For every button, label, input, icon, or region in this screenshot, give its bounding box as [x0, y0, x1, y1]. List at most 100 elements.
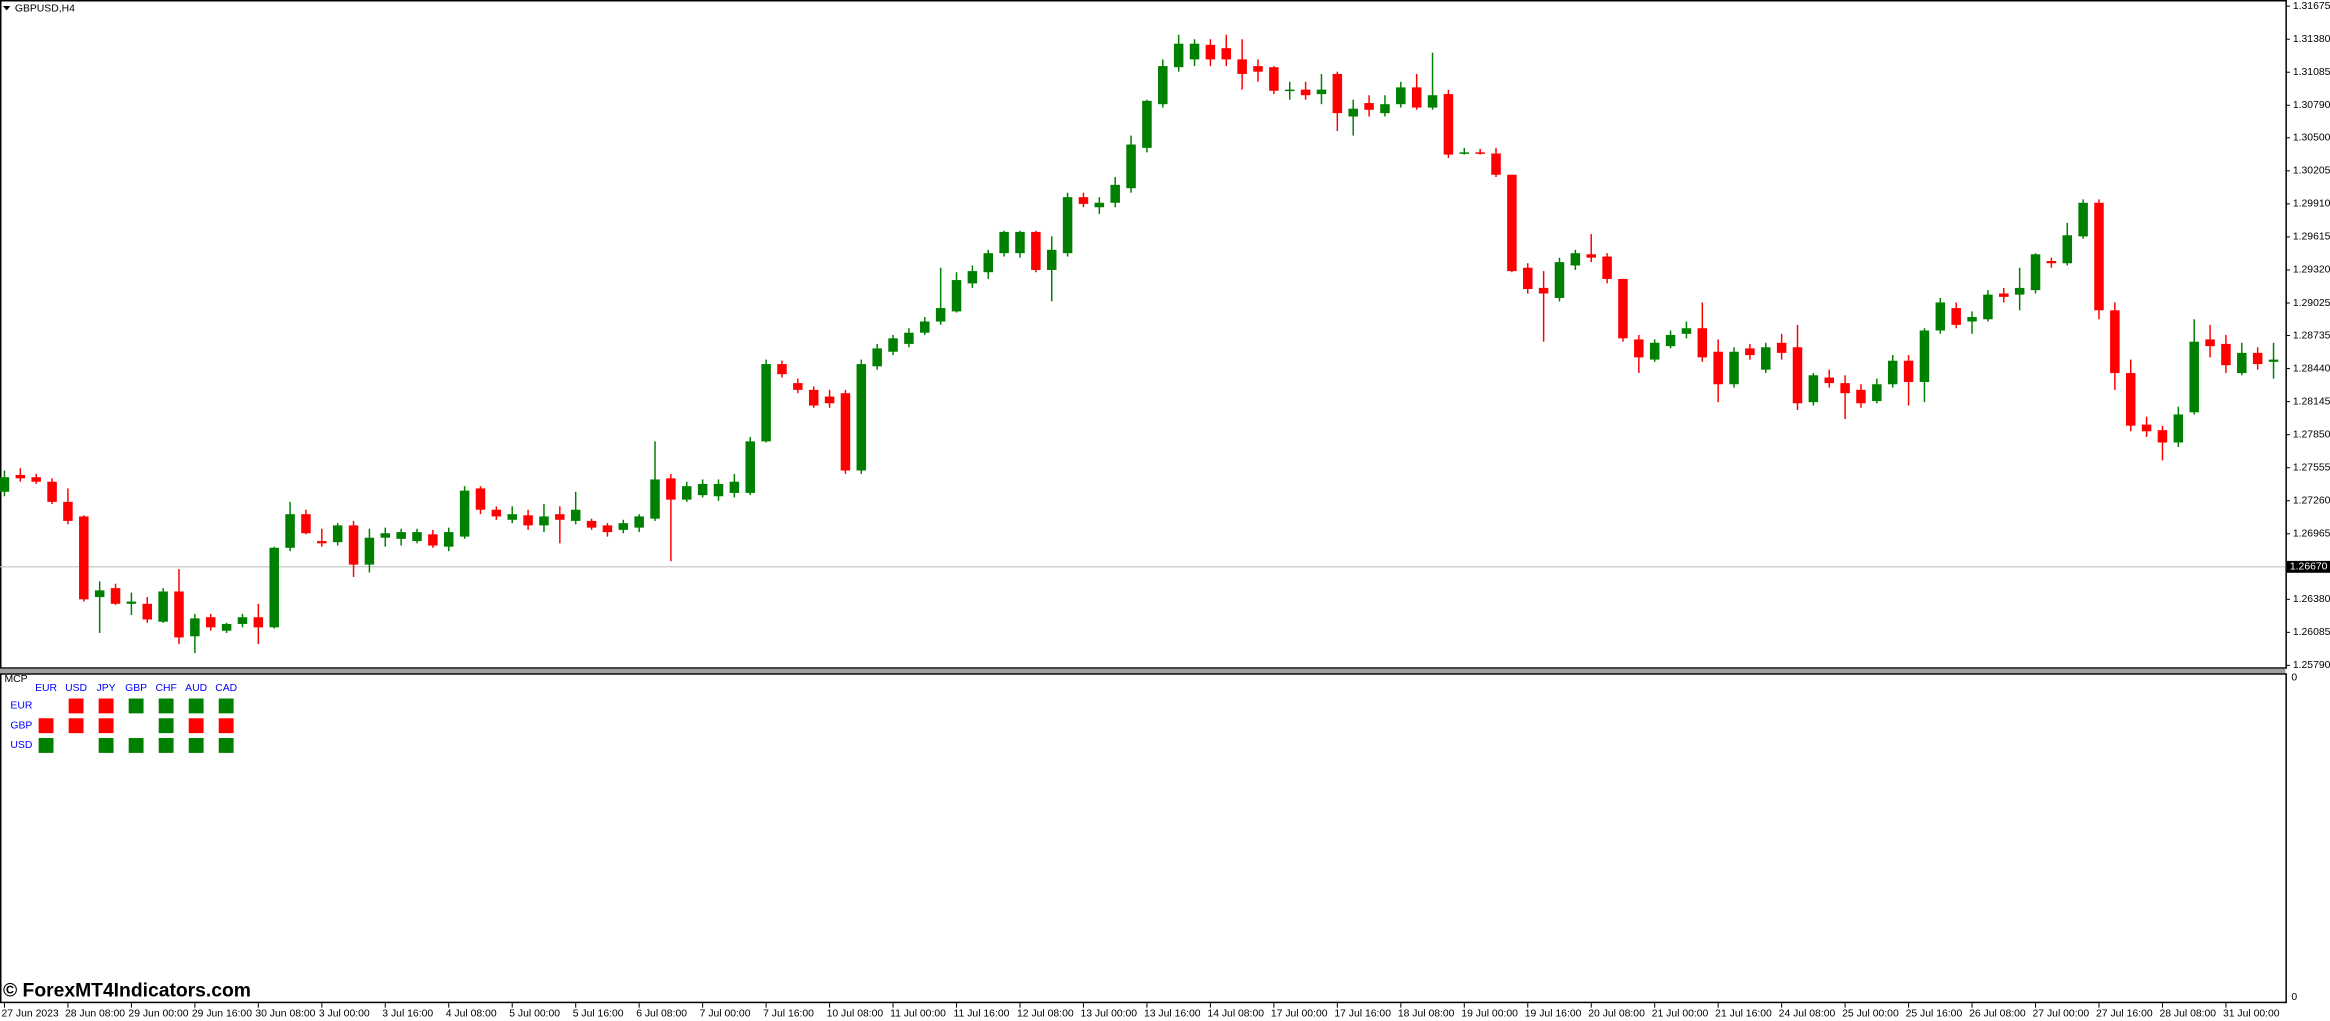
signal-cell	[188, 738, 204, 753]
candle-body	[459, 490, 470, 537]
candle-body	[1237, 59, 1247, 74]
x-tick-label: 28 Jun 08:00	[65, 1008, 125, 1019]
candle-body	[824, 396, 835, 404]
candle-body	[1856, 389, 1866, 404]
candle-body	[920, 321, 930, 333]
candle-body	[602, 525, 613, 533]
candle-body	[1903, 360, 1914, 382]
signal-cell	[218, 718, 234, 734]
x-tick-label: 19 Jul 16:00	[1525, 1008, 1582, 1019]
candle-body	[1046, 249, 1057, 270]
y-tick-label: 1.28145	[2293, 396, 2330, 407]
candle-body	[2252, 352, 2263, 365]
candle-body	[872, 348, 882, 367]
candle-body	[1538, 287, 1549, 294]
x-tick-label: 5 Jul 16:00	[573, 1008, 624, 1019]
candle-body	[1142, 100, 1152, 148]
candle-body	[793, 383, 803, 390]
candle-body	[1126, 144, 1136, 189]
candle-body	[1919, 330, 1930, 382]
menu-triangle[interactable]	[2, 5, 11, 11]
candle-body	[904, 332, 914, 344]
candle-body	[1824, 377, 1834, 384]
candle-body	[2094, 202, 2104, 311]
y-tick-label: 1.29910	[2293, 199, 2330, 210]
candle-body	[1808, 375, 1819, 403]
candle-body	[1459, 152, 1470, 154]
y-tick-label: 1.27260	[2293, 495, 2330, 506]
y-tick-label: 1.25790	[2293, 660, 2330, 671]
candle-body	[126, 601, 137, 604]
candle-body	[253, 617, 264, 628]
x-tick-label: 7 Jul 00:00	[700, 1008, 751, 1019]
x-tick-label: 3 Jul 16:00	[382, 1008, 433, 1019]
candle-body	[317, 541, 327, 544]
indicator-title: MCP	[4, 674, 27, 685]
candle-body	[856, 364, 867, 471]
candle-body	[2173, 414, 2184, 443]
candle-body	[1887, 360, 1898, 385]
candle-body	[682, 486, 692, 500]
x-tick-label: 27 Jul 16:00	[2096, 1008, 2153, 1019]
candle-body	[2141, 424, 2152, 432]
x-tick-label: 6 Jul 08:00	[636, 1008, 687, 1019]
candle-body	[1507, 174, 1517, 272]
x-tick-label: 13 Jul 16:00	[1144, 1008, 1201, 1019]
x-tick-label: 12 Jul 08:00	[1017, 1008, 1074, 1019]
main-frame	[0, 0, 2287, 669]
candle-body	[777, 364, 787, 375]
signal-cell	[68, 698, 84, 714]
y-tick-label: 1.30205	[2293, 166, 2330, 177]
candle-body	[1649, 342, 1660, 360]
y-tick-label: 1.28440	[2293, 363, 2330, 374]
x-tick-label: 31 Jul 00:00	[2223, 1008, 2280, 1019]
candle-body	[1173, 43, 1184, 68]
x-tick-label: 3 Jul 00:00	[319, 1008, 370, 1019]
candle-body	[745, 441, 755, 493]
x-tick-label: 29 Jun 16:00	[192, 1008, 252, 1019]
candle-body	[364, 537, 375, 565]
indicator-row-label: USD	[10, 740, 32, 751]
candle-body	[396, 532, 406, 539]
candle-body	[1396, 87, 1406, 105]
signal-cell	[68, 718, 84, 734]
indicator-scale-label: 0	[2291, 672, 2297, 683]
candle-body	[428, 534, 438, 546]
y-tick-label: 1.31675	[2293, 1, 2330, 12]
candle-body	[1697, 328, 1708, 358]
candle-body	[1110, 184, 1120, 203]
candle-body	[1570, 253, 1581, 266]
x-tick-label: 25 Jul 00:00	[1842, 1008, 1899, 1019]
candle-body	[1967, 317, 1977, 322]
candle-body	[47, 481, 57, 502]
y-tick-label: 1.27555	[2293, 462, 2330, 473]
x-tick-label: 21 Jul 16:00	[1715, 1008, 1772, 1019]
signal-cell	[188, 698, 204, 714]
candle-body	[1935, 302, 1946, 331]
candle-body	[174, 591, 184, 638]
candle-body	[79, 516, 89, 600]
candle-body	[1253, 66, 1263, 72]
x-tick-label: 13 Jul 00:00	[1080, 1008, 1137, 1019]
y-tick-label: 1.26380	[2293, 594, 2330, 605]
candle-body	[1189, 43, 1200, 60]
candle-body	[1491, 153, 1501, 175]
candle-body	[1221, 48, 1232, 60]
candle-body	[491, 509, 502, 517]
candle-body	[94, 590, 105, 598]
candle-body	[729, 481, 740, 493]
candle-body	[412, 532, 422, 542]
candle-body	[15, 474, 26, 479]
y-tick-label: 1.29025	[2293, 298, 2330, 309]
indicator-column-label: CHF	[155, 683, 176, 694]
candle-body	[2221, 343, 2231, 366]
signal-cell	[128, 738, 144, 753]
candle-body	[555, 514, 565, 520]
indicator-column-label: EUR	[35, 683, 57, 694]
x-tick-label: 28 Jul 08:00	[2159, 1008, 2216, 1019]
x-tick-label: 4 Jul 08:00	[446, 1008, 497, 1019]
candle-body	[1332, 73, 1343, 114]
candle-body	[1316, 89, 1327, 95]
candle-body	[1522, 267, 1533, 290]
